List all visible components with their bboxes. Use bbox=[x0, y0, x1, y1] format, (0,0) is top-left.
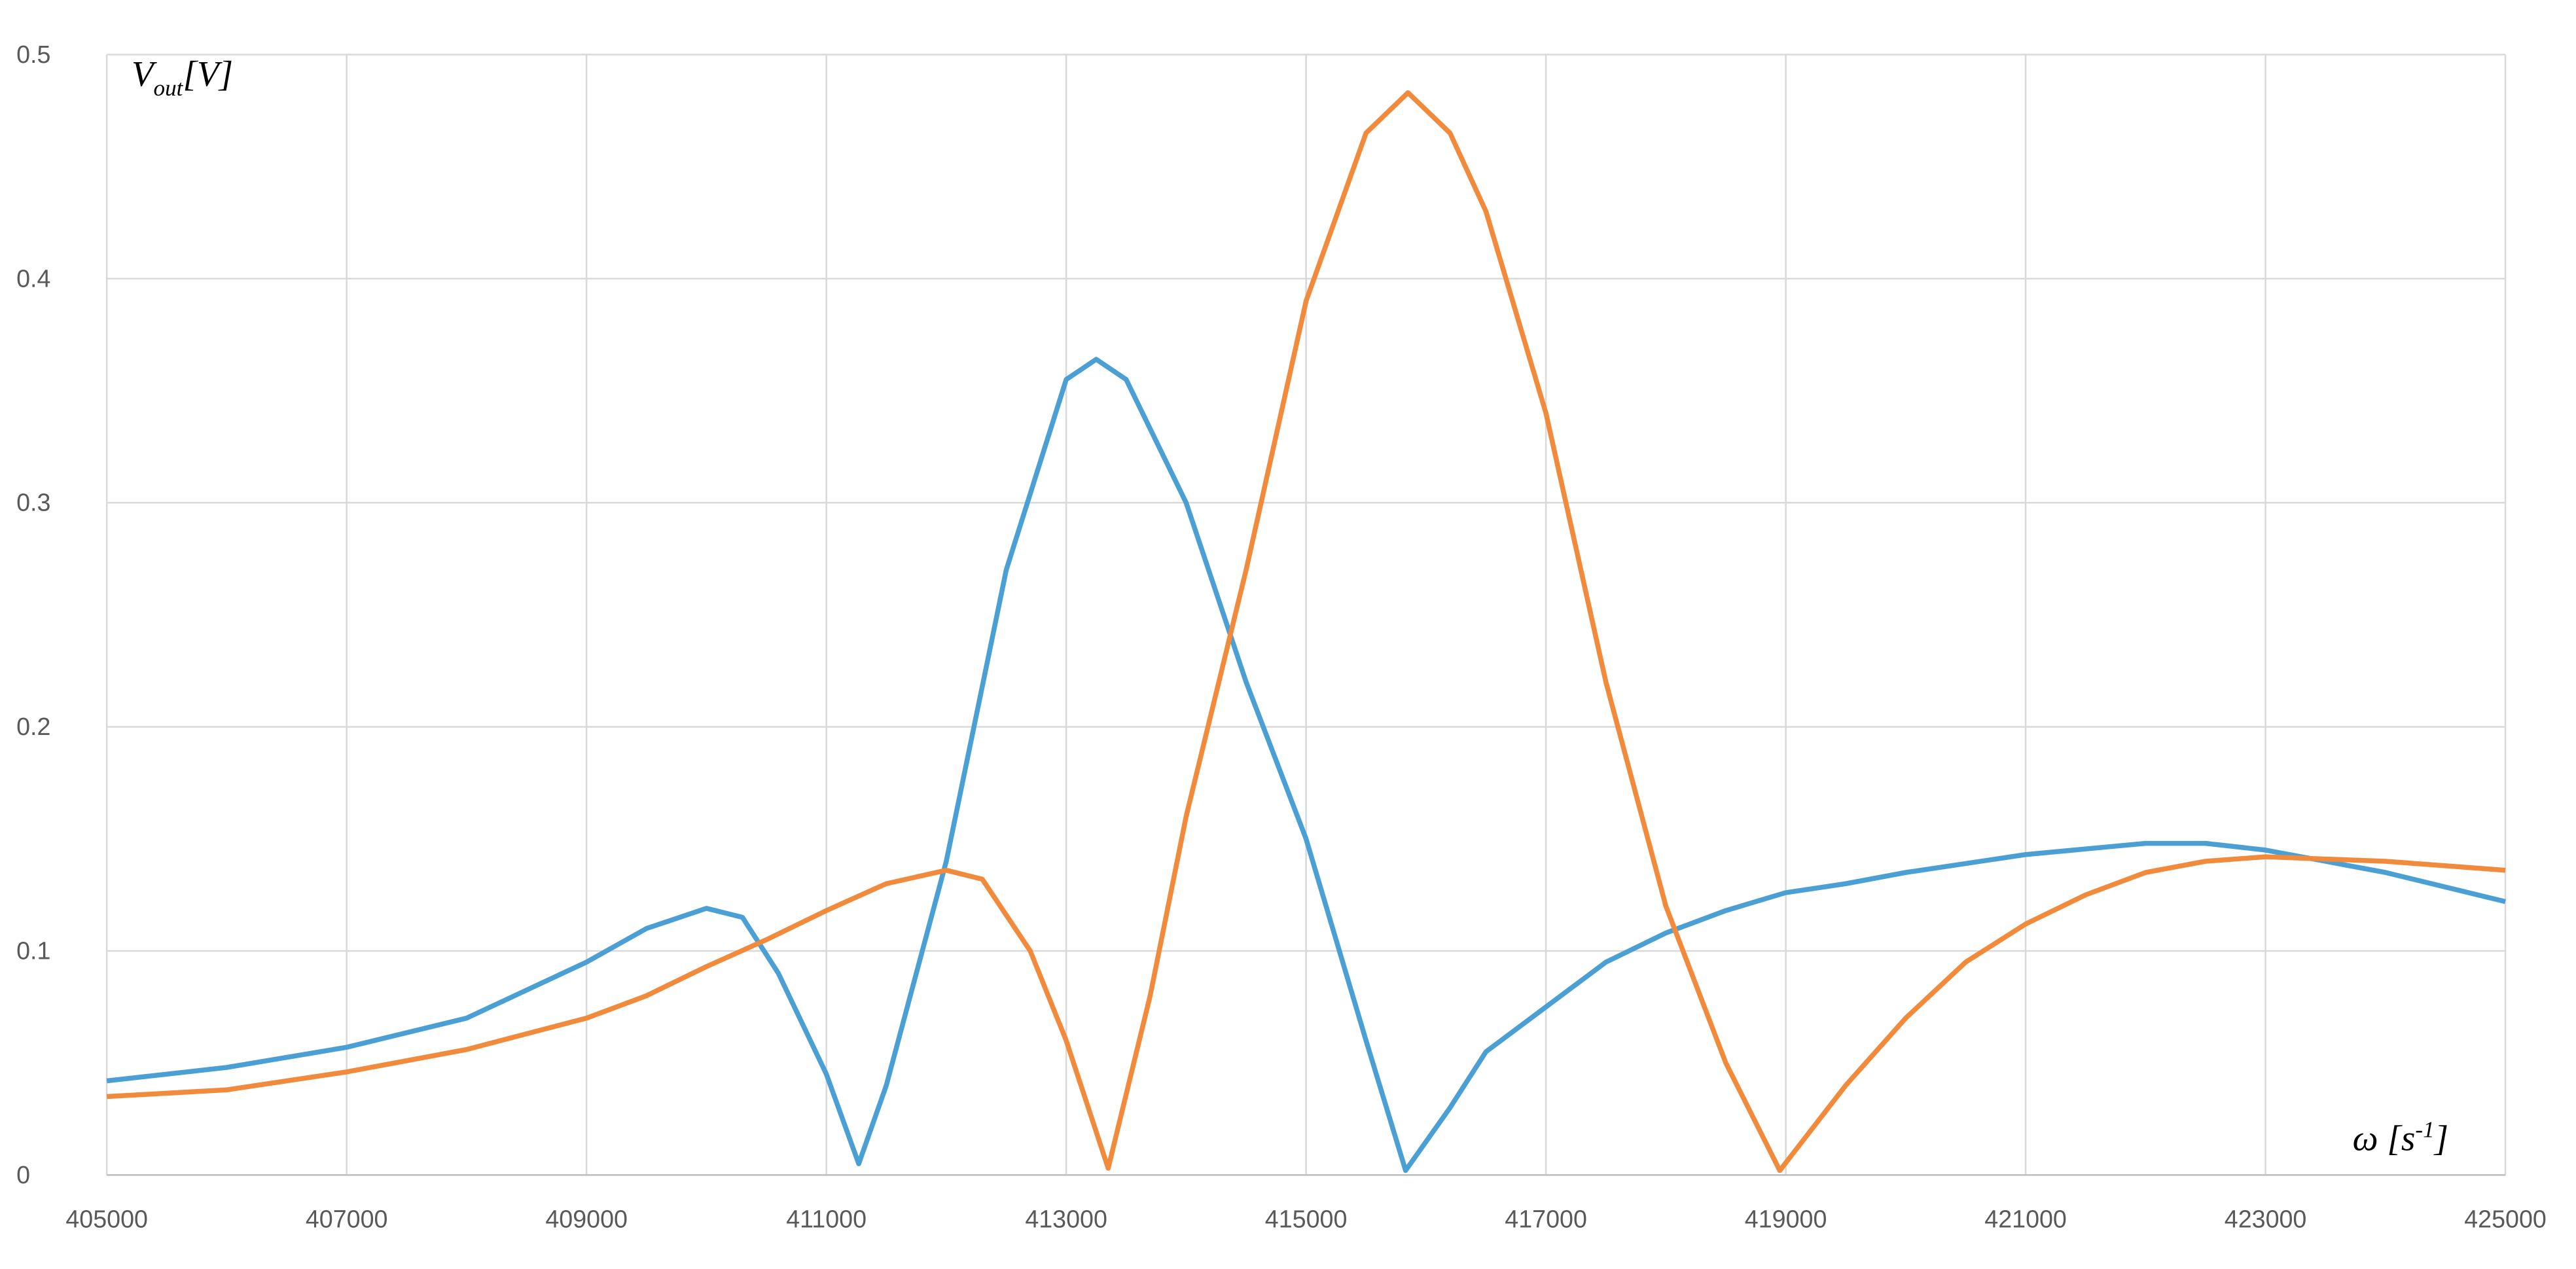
x-tick-label: 411000 bbox=[786, 1206, 867, 1233]
x-tick-label: 421000 bbox=[1984, 1206, 2067, 1233]
y-tick-label: 0.3 bbox=[16, 489, 50, 516]
y-tick-label: 0.1 bbox=[16, 937, 50, 965]
y-axis-label: Vout[V] bbox=[132, 54, 233, 101]
x-tick-label: 409000 bbox=[545, 1206, 628, 1233]
x-tick-label: 423000 bbox=[2225, 1206, 2307, 1233]
series-line bbox=[106, 357, 2506, 1173]
y-tick-label: 0.2 bbox=[16, 713, 50, 740]
x-label-end: ] bbox=[2433, 1118, 2449, 1158]
y-tick-label: 0.5 bbox=[16, 41, 50, 68]
y-label-sub: out bbox=[154, 75, 184, 101]
x-label-main: ω [s bbox=[2353, 1118, 2416, 1158]
x-tick-label: 413000 bbox=[1025, 1206, 1107, 1233]
y-label-unit: [V] bbox=[183, 54, 233, 94]
y-tick-label: 0 bbox=[16, 1161, 30, 1189]
x-label-sup: -1 bbox=[2415, 1117, 2434, 1143]
x-tick-label: 407000 bbox=[306, 1206, 388, 1233]
x-tick-label: 419000 bbox=[1745, 1206, 1827, 1233]
x-tick-label: 415000 bbox=[1265, 1206, 1348, 1233]
x-axis-label: ω [s-1] bbox=[2353, 1117, 2449, 1158]
x-tick-label: 425000 bbox=[2464, 1206, 2547, 1233]
y-label-main: V bbox=[132, 54, 158, 94]
y-tick-label: 0.4 bbox=[16, 264, 50, 292]
plot: 0 0.1 0.2 0.3 0.4 0.5 405000 407000 409000 411000… bbox=[16, 41, 2547, 1233]
x-tick-label: 417000 bbox=[1505, 1206, 1587, 1233]
series-line bbox=[106, 90, 2506, 1173]
x-tick-label: 405000 bbox=[65, 1206, 148, 1233]
